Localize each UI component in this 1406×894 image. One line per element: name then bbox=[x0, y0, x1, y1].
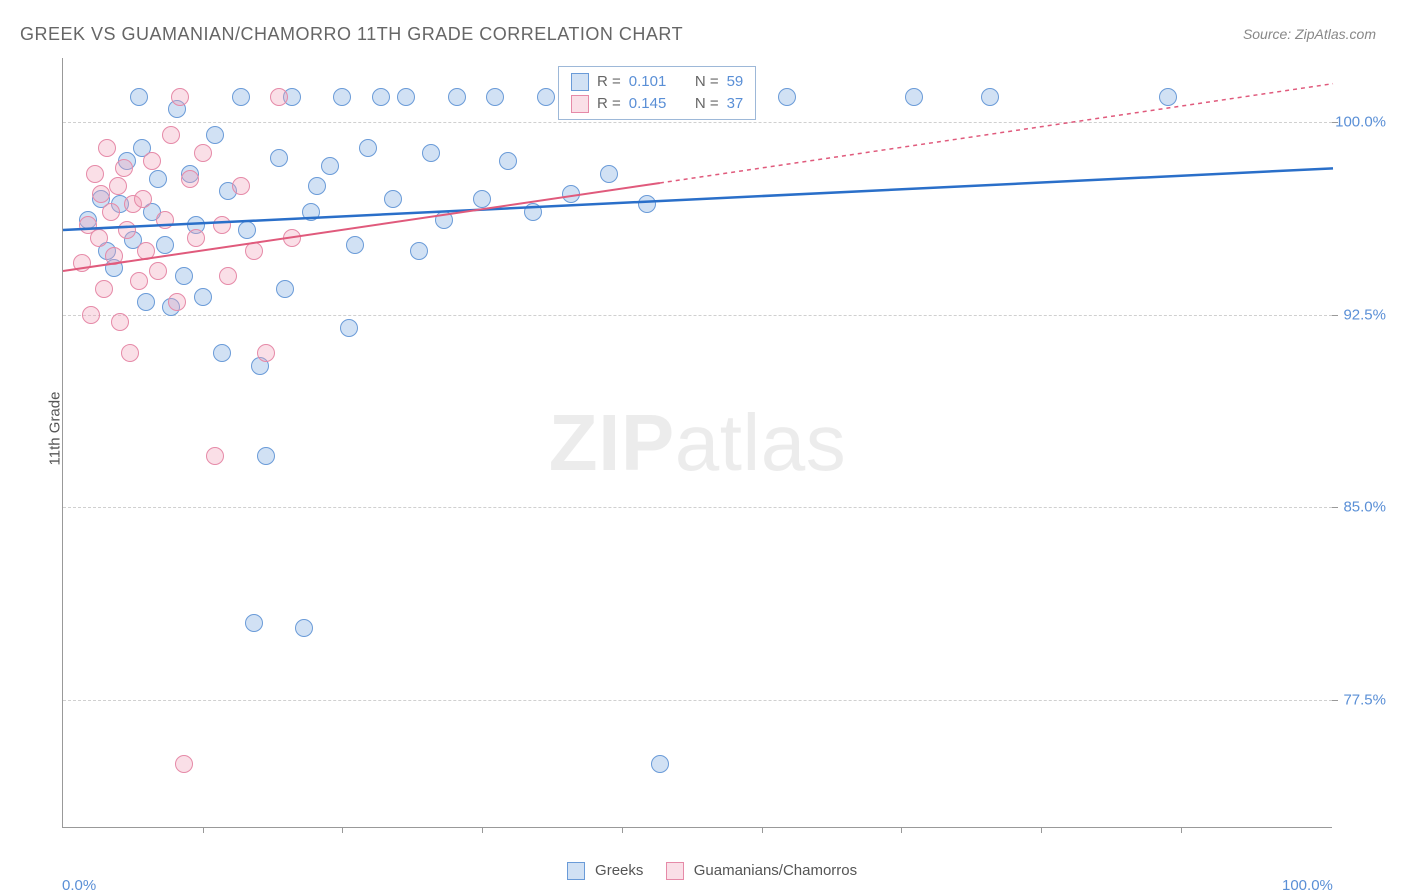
legend-r-value: 0.101 bbox=[629, 71, 667, 93]
legend-row: R = 0.145 N = 37 bbox=[571, 93, 743, 115]
x-tick-label: 100.0% bbox=[1282, 877, 1333, 894]
legend-r-label: R = bbox=[597, 93, 621, 115]
legend-bottom: Greeks Guamanians/Chamorros bbox=[0, 862, 1406, 880]
y-tick-label: 85.0% bbox=[1343, 499, 1386, 516]
legend-r-label: R = bbox=[597, 71, 621, 93]
legend-swatch-guamanians bbox=[666, 862, 684, 880]
x-tick-label: 0.0% bbox=[62, 877, 96, 894]
chart-title: GREEK VS GUAMANIAN/CHAMORRO 11TH GRADE C… bbox=[20, 24, 683, 45]
legend-n-label: N = bbox=[695, 71, 719, 93]
y-tick-label: 77.5% bbox=[1343, 691, 1386, 708]
source-label: Source: ZipAtlas.com bbox=[1243, 26, 1376, 42]
legend-n-value: 59 bbox=[727, 71, 744, 93]
y-tick-label: 92.5% bbox=[1343, 306, 1386, 323]
legend-swatch bbox=[571, 73, 589, 91]
y-axis-label: 11th Grade bbox=[46, 392, 63, 466]
y-tick-label: 100.0% bbox=[1335, 114, 1386, 131]
legend-n-value: 37 bbox=[727, 93, 744, 115]
legend-correlation: R = 0.101 N = 59R = 0.145 N = 37 bbox=[558, 66, 756, 120]
legend-n-label: N = bbox=[695, 93, 719, 115]
legend-label-guamanians: Guamanians/Chamorros bbox=[694, 862, 857, 879]
trend-layer bbox=[63, 58, 1333, 828]
legend-swatch bbox=[571, 95, 589, 113]
legend-row: R = 0.101 N = 59 bbox=[571, 71, 743, 93]
legend-swatch-greeks bbox=[567, 862, 585, 880]
scatter-chart: ZIPatlas R = 0.101 N = 59R = 0.145 N = 3… bbox=[62, 58, 1332, 828]
legend-label-greeks: Greeks bbox=[595, 862, 643, 879]
legend-r-value: 0.145 bbox=[629, 93, 667, 115]
